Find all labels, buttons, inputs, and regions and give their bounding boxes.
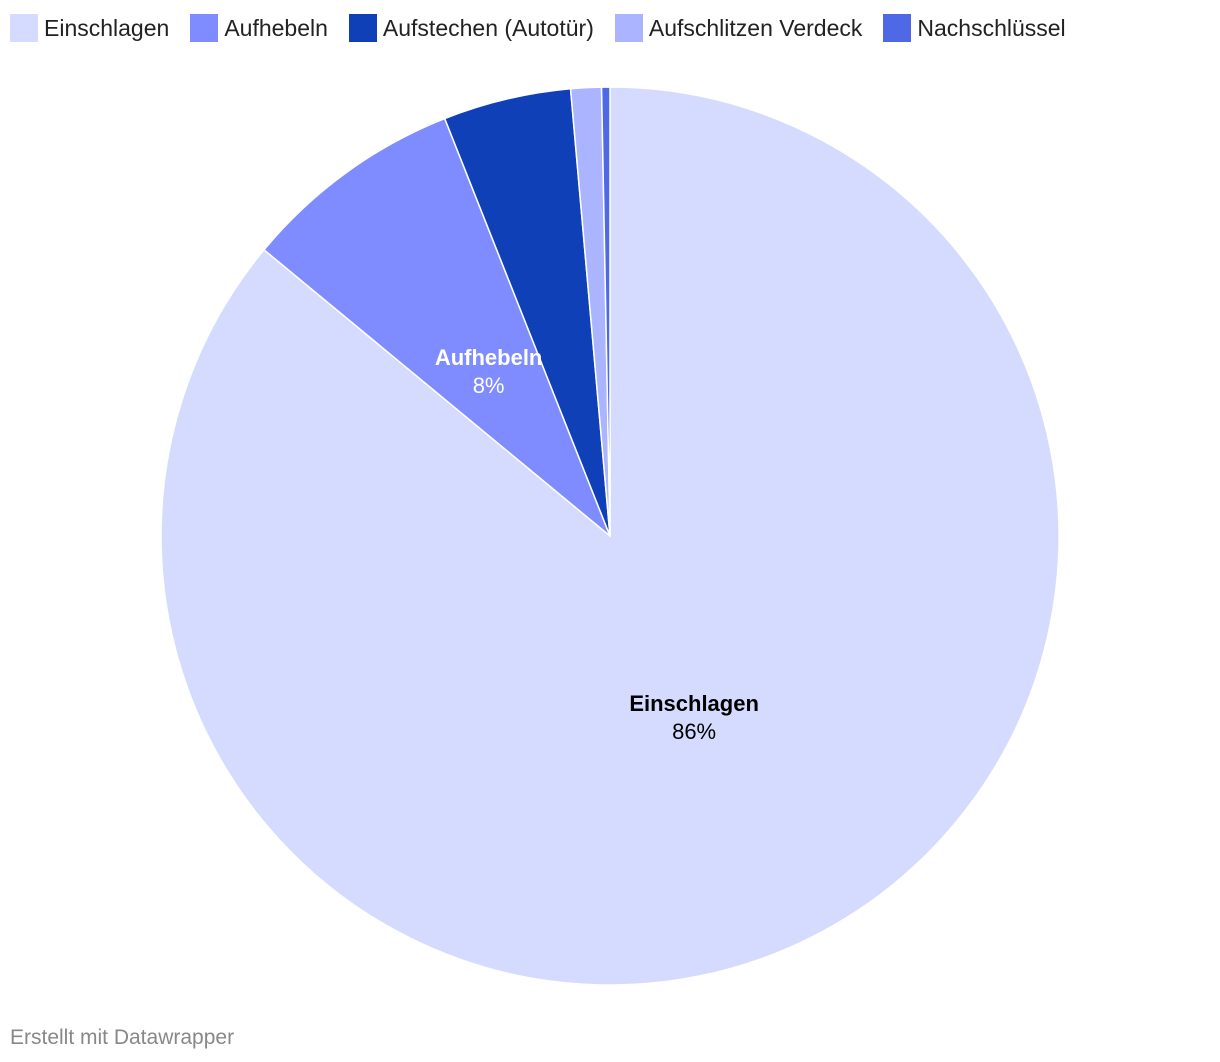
legend-item-aufstechen: Aufstechen (Autotür)	[348, 14, 594, 42]
footer-credit: Erstellt mit Datawrapper	[10, 1026, 235, 1049]
legend-label: Aufschlitzen Verdeck	[648, 15, 863, 41]
slice-label-value-einschlagen: 86%	[672, 719, 716, 744]
legend-item-aufhebeln: Aufhebeln	[190, 14, 328, 42]
legend-label: Aufhebeln	[224, 15, 328, 41]
legend-swatch	[190, 14, 219, 42]
pie-slice-nachschlussel	[600, 86, 611, 537]
pie-slice-aufhebeln	[262, 117, 611, 537]
slice-label-name-einschlagen: Einschlagen	[629, 691, 759, 716]
slice-label-name-aufhebeln: Aufhebeln	[435, 345, 543, 370]
legend-item-nachschluessel: Nachschlüssel	[883, 14, 1066, 42]
slice-label-value-aufhebeln: 8%	[473, 373, 505, 398]
legend-label: Einschlagen	[44, 15, 170, 41]
legend-swatch	[883, 14, 912, 42]
legend-item-einschlagen: Einschlagen	[10, 14, 169, 42]
legend-swatch	[10, 14, 38, 42]
legend-item-aufschlitzen-verdeck: Aufschlitzen Verdeck	[614, 14, 863, 42]
legend-swatch	[348, 14, 377, 42]
legend-swatch	[614, 14, 643, 42]
legend-label: Aufstechen (Autotür)	[382, 15, 594, 41]
legend-label: Nachschlüssel	[917, 15, 1066, 41]
chart-legend: Einschlagen Aufhebeln Aufstechen (Autotü…	[10, 12, 1087, 44]
